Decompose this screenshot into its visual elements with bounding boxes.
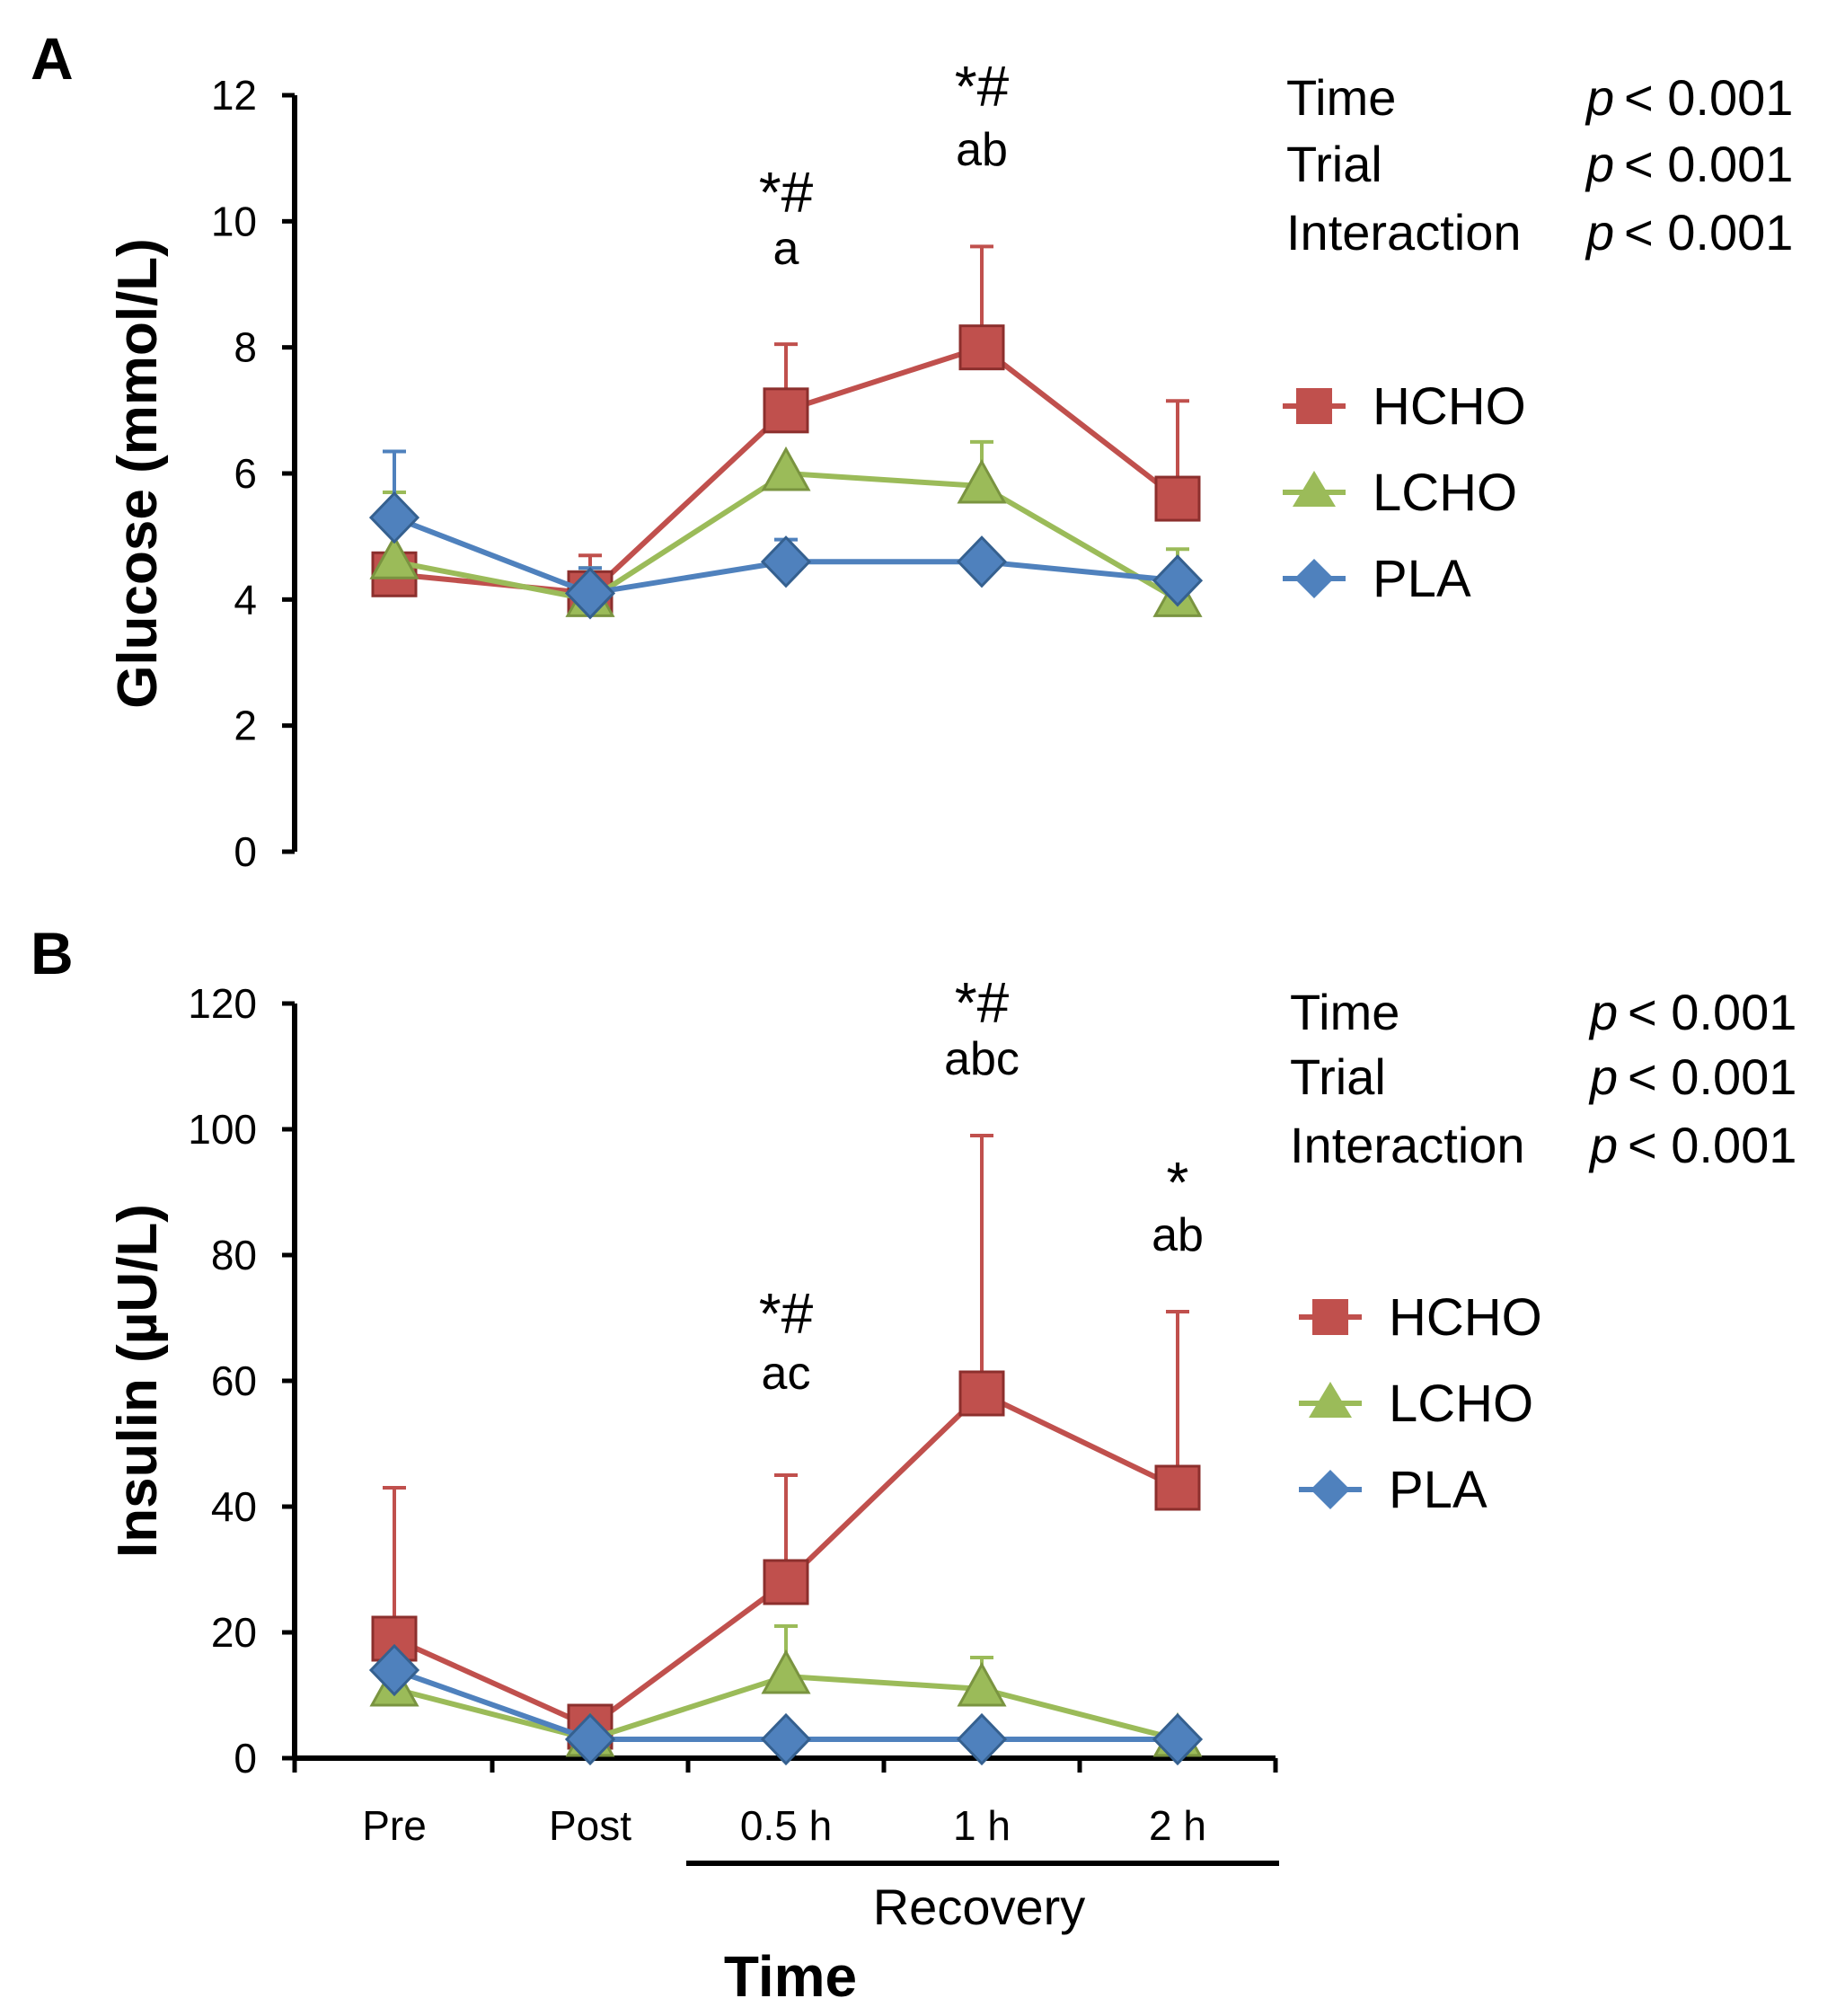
stat-label: Interaction: [1286, 204, 1522, 261]
significance-symbols: *#: [955, 54, 1010, 119]
x-category-label: 1 h: [953, 1802, 1011, 1849]
y-tick-label: 40: [211, 1483, 257, 1530]
data-point: [1154, 1464, 1201, 1511]
significance-symbols: *#: [955, 970, 1010, 1035]
stat-value: < 0.001: [1624, 136, 1793, 192]
legend-item-hcho: HCHO: [1283, 377, 1526, 436]
data-point: [957, 1661, 1007, 1707]
stat-p: p: [1585, 69, 1614, 126]
y-tick-label: 6: [234, 450, 257, 497]
stat-value: < 0.001: [1628, 1048, 1796, 1105]
y-tick-label: 12: [211, 72, 257, 119]
stat-label: Trial: [1286, 136, 1382, 192]
y-tick-label: 0: [234, 1735, 257, 1782]
significance-letters: a: [773, 223, 799, 275]
stat-p: p: [1588, 1048, 1618, 1105]
legend-item-pla: PLA: [1299, 1461, 1487, 1519]
legend-item-lcho: LCHO: [1299, 1375, 1533, 1433]
legend-marker: [1293, 471, 1336, 507]
data-point: [369, 535, 419, 579]
y-tick-label: 100: [188, 1106, 257, 1153]
data-point: [368, 1643, 420, 1697]
data-point: [761, 1649, 811, 1694]
y-tick-label: 0: [234, 828, 257, 875]
x-category-label: Pre: [362, 1802, 427, 1849]
panel-letter: B: [31, 920, 74, 986]
data-point: [956, 1712, 1008, 1766]
significance-symbols: *#: [759, 1281, 814, 1346]
stat-value: < 0.001: [1628, 984, 1796, 1040]
data-point: [564, 1712, 616, 1766]
legend-item-pla: PLA: [1283, 550, 1471, 608]
significance-letters: abc: [944, 1033, 1020, 1085]
significance-symbols: *#: [759, 160, 814, 225]
data-point: [1154, 475, 1201, 522]
y-axis-label: Insulin (µU/L): [107, 1204, 169, 1558]
stat-label: Trial: [1290, 1048, 1386, 1105]
data-point: [761, 446, 811, 491]
data-point: [368, 491, 420, 544]
legend-label: HCHO: [1389, 1288, 1542, 1347]
legend-marker: [1309, 1382, 1352, 1418]
y-tick-label: 80: [211, 1232, 257, 1278]
y-axis-label: Glucose (mmol/L): [107, 238, 169, 709]
y-tick-label: 10: [211, 198, 257, 244]
data-point: [564, 567, 616, 620]
data-point: [763, 387, 809, 434]
stat-label: Time: [1286, 69, 1396, 126]
x-category-label: Post: [549, 1802, 631, 1849]
panel-letter: A: [31, 25, 74, 92]
data-point: [958, 324, 1005, 371]
legend-marker: [1312, 1299, 1348, 1335]
stat-label: Time: [1290, 984, 1399, 1040]
legend-marker: [1294, 559, 1334, 598]
series-pla: [368, 1643, 1204, 1766]
data-point: [760, 1712, 812, 1766]
data-point: [957, 458, 1007, 504]
y-tick-label: 20: [211, 1609, 257, 1656]
stat-value: < 0.001: [1624, 204, 1793, 261]
stat-label: Interaction: [1290, 1117, 1525, 1173]
data-point: [760, 535, 812, 588]
data-point: [958, 1370, 1005, 1417]
series-pla: [368, 449, 1204, 620]
legend-label: PLA: [1389, 1461, 1487, 1519]
x-axis-title: Time: [724, 1944, 857, 2009]
data-point: [1152, 554, 1204, 607]
legend-item-hcho: HCHO: [1299, 1288, 1542, 1347]
series-lcho: [369, 439, 1203, 617]
legend-label: LCHO: [1373, 464, 1517, 522]
significance-letters: ab: [1152, 1209, 1204, 1261]
y-tick-label: 60: [211, 1357, 257, 1404]
data-point: [1152, 1712, 1204, 1766]
stat-p: p: [1588, 984, 1618, 1040]
significance-letters: ab: [956, 124, 1008, 176]
x-category-label: 2 h: [1149, 1802, 1206, 1849]
significance-letters: ac: [762, 1348, 811, 1400]
stat-p: p: [1585, 204, 1614, 261]
y-tick-label: 2: [234, 703, 257, 749]
x-category-label: 0.5 h: [740, 1802, 832, 1849]
data-point: [763, 1559, 809, 1605]
legend-marker: [1311, 1470, 1350, 1509]
recovery-label: Recovery: [873, 1879, 1086, 1935]
significance-symbols: *: [1167, 1150, 1189, 1215]
y-tick-label: 120: [188, 980, 257, 1027]
y-tick-label: 4: [234, 576, 257, 623]
data-point: [956, 535, 1008, 588]
legend-label: LCHO: [1389, 1375, 1533, 1433]
data-point: [371, 1615, 418, 1662]
stat-p: p: [1585, 136, 1614, 192]
panel-b: B 0 20 40 60 80 100 120 Insulin (µU/L) Pre Post 0.5…: [31, 920, 1796, 2009]
stat-value: < 0.001: [1628, 1117, 1796, 1173]
legend-item-lcho: LCHO: [1283, 464, 1517, 522]
legend-marker: [1296, 388, 1332, 424]
stat-value: < 0.001: [1624, 69, 1793, 126]
legend-label: PLA: [1373, 550, 1471, 608]
stat-p: p: [1588, 1117, 1618, 1173]
legend-label: HCHO: [1373, 377, 1526, 436]
y-tick-label: 8: [234, 324, 257, 371]
